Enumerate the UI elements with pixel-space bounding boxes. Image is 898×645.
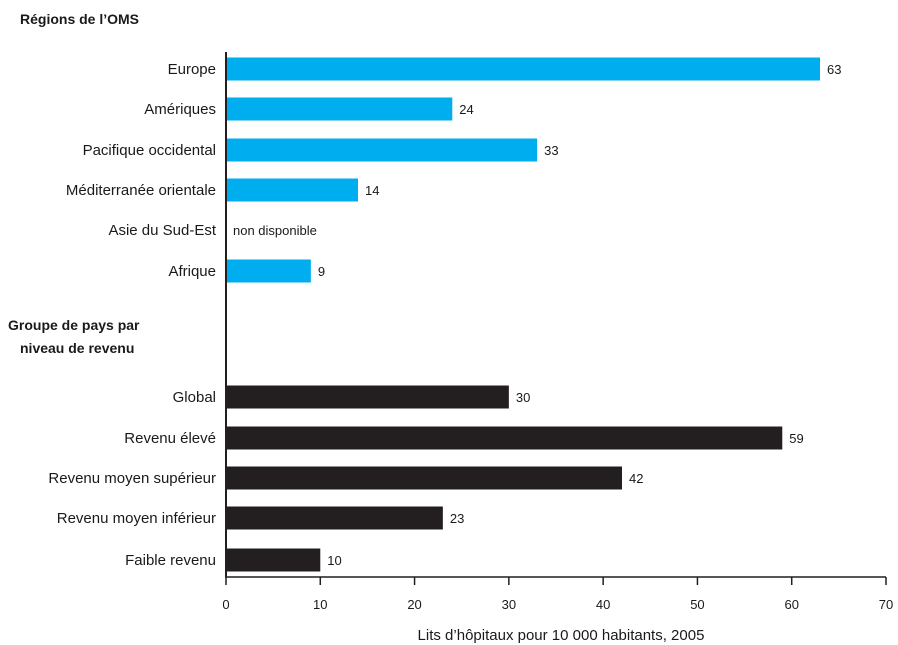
x-tick-label: 50 [690, 597, 704, 612]
category-label: Amériques [144, 101, 216, 118]
x-axis-title: Lits d’hôpitaux pour 10 000 habitants, 2… [418, 627, 705, 644]
category-label: Revenu élevé [124, 430, 216, 447]
category-label: Europe [168, 61, 216, 78]
value-label: non disponible [233, 223, 317, 238]
bar [226, 426, 783, 450]
category-label: Pacifique occidental [83, 142, 216, 159]
bar [226, 57, 820, 81]
value-label: 30 [516, 390, 530, 405]
value-label: 59 [789, 431, 803, 446]
category-label: Afrique [168, 263, 216, 280]
category-label: Revenu moyen supérieur [48, 470, 216, 487]
group-titles: Régions de l’OMS Groupe de pays par niveau… [8, 11, 140, 356]
category-label: Faible revenu [125, 552, 216, 569]
category-label: Revenu moyen inférieur [57, 510, 216, 527]
category-labels: Europe Amériques Pacifique occidental Médit… [48, 61, 216, 569]
group-title: Groupe de pays par [8, 317, 140, 333]
x-tick-label: 20 [407, 597, 421, 612]
group-title: niveau de revenu [20, 340, 134, 356]
value-label: 23 [450, 511, 464, 526]
value-label: 33 [544, 143, 558, 158]
x-tick-label: 70 [879, 597, 893, 612]
value-label: 14 [365, 183, 379, 198]
axes: 0 10 20 30 40 50 60 70 [222, 52, 893, 612]
x-tick-label: 40 [596, 597, 610, 612]
bar [226, 259, 311, 283]
bar [226, 178, 358, 202]
x-tick-label: 60 [784, 597, 798, 612]
bar [226, 466, 622, 490]
bar [226, 506, 443, 530]
value-label: 63 [827, 62, 841, 77]
x-tick-label: 0 [222, 597, 229, 612]
value-labels: 63 24 33 14 non disponible 9 30 59 42 23 10 [233, 62, 841, 568]
category-label: Global [173, 389, 216, 406]
value-label: 42 [629, 471, 643, 486]
x-tick-label: 30 [502, 597, 516, 612]
category-label: Méditerranée orientale [66, 182, 216, 199]
bars [226, 57, 820, 572]
group-title: Régions de l’OMS [20, 11, 139, 27]
bar [226, 548, 321, 572]
bar [226, 385, 509, 409]
x-tick-label: 10 [313, 597, 327, 612]
value-label: 9 [318, 264, 325, 279]
bar [226, 97, 453, 121]
value-label: 10 [327, 553, 341, 568]
bar [226, 138, 538, 162]
category-label: Asie du Sud-Est [108, 222, 216, 239]
value-label: 24 [459, 102, 473, 117]
